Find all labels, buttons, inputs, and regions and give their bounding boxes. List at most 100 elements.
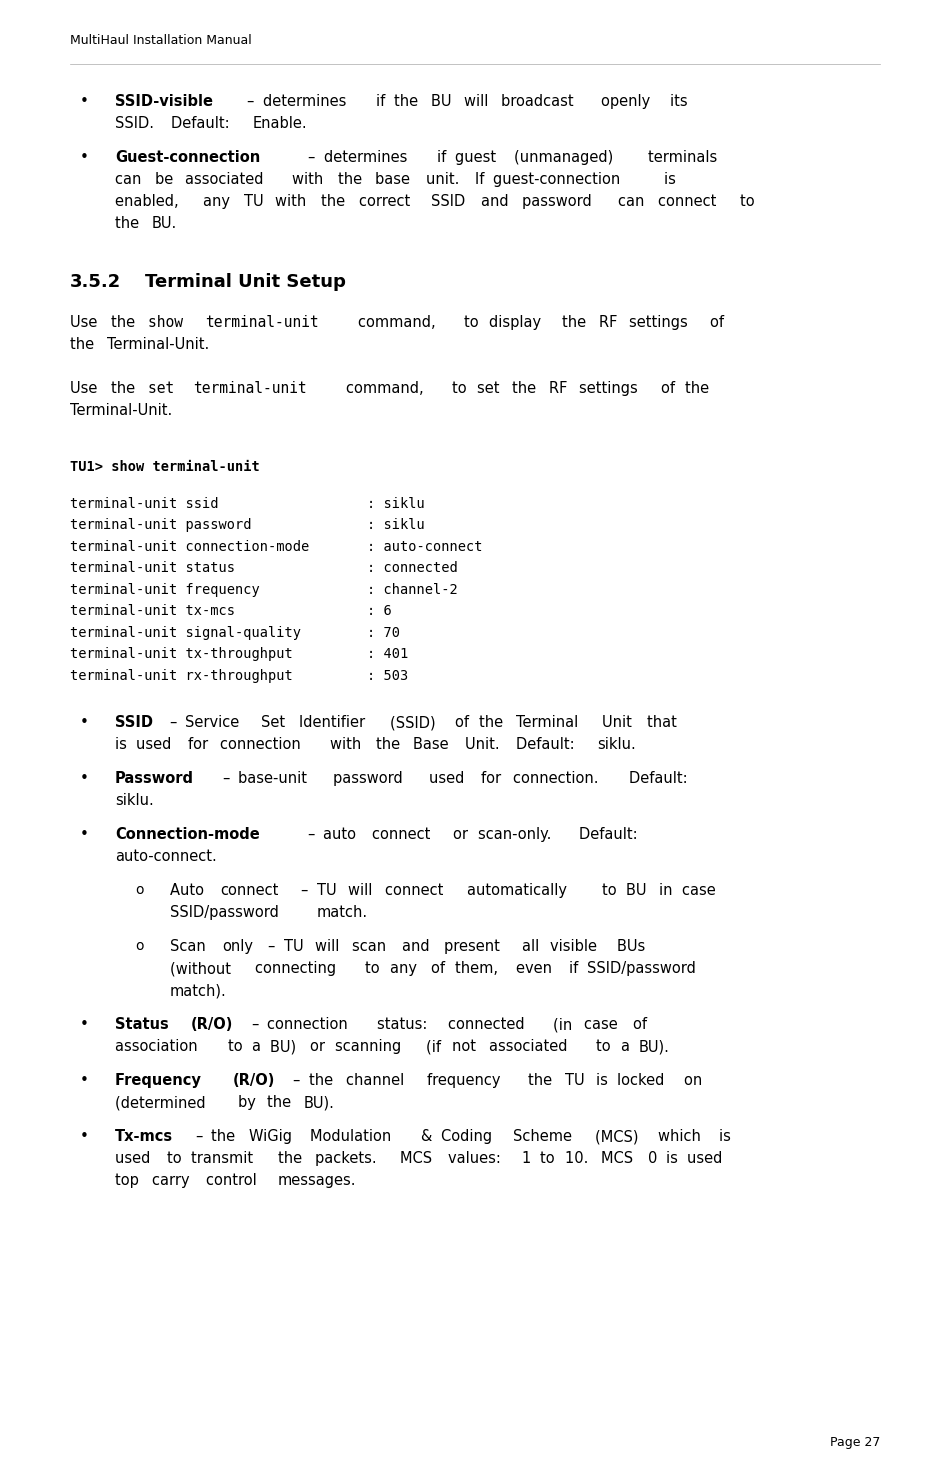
Text: of: of [431,960,450,976]
Text: guest: guest [455,149,501,165]
Text: –: – [170,714,182,731]
Text: 0: 0 [648,1151,662,1165]
Text: association: association [115,1039,203,1054]
Text: of: of [660,381,680,395]
Text: the: the [561,315,590,329]
Text: terminal-unit tx-mcs                : 6: terminal-unit tx-mcs : 6 [70,605,392,618]
Text: Default:: Default: [629,772,693,786]
Text: is: is [666,1151,683,1165]
Text: the: the [479,714,508,731]
Text: terminal-unit tx-throughput         : 401: terminal-unit tx-throughput : 401 [70,647,408,662]
Text: for: for [188,736,213,752]
Text: case: case [683,883,721,897]
Text: Auto: Auto [170,883,209,897]
Text: the: the [376,736,405,752]
Text: is: is [663,171,680,187]
Text: –: – [223,772,235,786]
Text: locked: locked [617,1073,670,1088]
Text: Terminal Unit Setup: Terminal Unit Setup [145,272,346,291]
Text: present: present [444,938,504,955]
Text: (in: (in [553,1017,577,1032]
Text: SSID: SSID [431,195,470,209]
Text: (R/O): (R/O) [191,1017,233,1032]
Text: in: in [659,883,677,897]
Text: 10.: 10. [564,1151,593,1165]
Text: with: with [330,736,366,752]
Text: of: of [634,1017,652,1032]
Text: SSID/password: SSID/password [170,905,283,919]
Text: TU: TU [564,1073,589,1088]
Text: Scheme: Scheme [513,1129,577,1143]
Text: broadcast: broadcast [501,94,578,108]
Text: to: to [539,1151,559,1165]
Text: siklu.: siklu. [598,736,636,752]
Text: used: used [687,1151,727,1165]
Text: TU: TU [244,195,268,209]
Text: Default:: Default: [579,827,642,842]
Text: or: or [453,827,473,842]
Text: •: • [80,149,89,165]
Text: o: o [135,883,143,897]
Text: •: • [80,772,89,786]
Text: scan: scan [352,938,391,955]
Text: determines: determines [263,94,351,108]
Text: •: • [80,94,89,108]
Text: connection: connection [267,1017,352,1032]
Text: all: all [522,938,544,955]
Text: the: the [527,1073,556,1088]
Text: terminal-unit ssid                  : siklu: terminal-unit ssid : siklu [70,496,425,511]
Text: connection: connection [220,736,305,752]
Text: to: to [452,381,472,395]
Text: enabled,: enabled, [115,195,183,209]
Text: display: display [488,315,546,329]
Text: determines: determines [324,149,412,165]
Text: Unit.: Unit. [465,736,504,752]
Text: Base: Base [413,736,453,752]
Text: even: even [516,960,557,976]
Text: values:: values: [448,1151,505,1165]
Text: automatically: automatically [466,883,572,897]
Text: SSID.: SSID. [115,116,158,130]
Text: if: if [376,94,390,108]
Text: –: – [302,883,314,897]
Text: the: the [512,381,541,395]
Text: correct: correct [359,195,414,209]
Text: Service: Service [186,714,244,731]
Text: •: • [80,827,89,842]
Text: Identifier: Identifier [299,714,369,731]
Text: password: password [523,195,597,209]
Text: unit.: unit. [426,171,464,187]
Text: of: of [710,315,729,329]
Text: scanning: scanning [335,1039,406,1054]
Text: Use: Use [70,381,102,395]
Text: TU1> show terminal-unit: TU1> show terminal-unit [70,460,260,474]
Text: (unmanaged): (unmanaged) [514,149,618,165]
Text: will: will [348,883,376,897]
Text: with: with [291,171,327,187]
Text: terminal-unit signal-quality        : 70: terminal-unit signal-quality : 70 [70,625,400,640]
Text: its: its [671,94,693,108]
Text: any: any [390,960,422,976]
Text: Modulation: Modulation [310,1129,396,1143]
Text: settings: settings [629,315,692,329]
Text: the: the [212,1129,241,1143]
Text: the: the [394,94,423,108]
Text: the: the [70,337,99,351]
Text: a: a [621,1039,635,1054]
Text: password: password [333,772,408,786]
Text: any: any [204,195,235,209]
Text: or: or [310,1039,329,1054]
Text: SSID/password: SSID/password [586,960,700,976]
Text: terminal-unit frequency             : channel-2: terminal-unit frequency : channel-2 [70,583,458,596]
Text: a: a [253,1039,266,1054]
Text: Password: Password [115,772,194,786]
Text: to: to [740,195,758,209]
Text: set: set [477,381,504,395]
Text: (MCS): (MCS) [596,1129,644,1143]
Text: RF: RF [549,381,573,395]
Text: is: is [115,736,131,752]
Text: on: on [684,1073,708,1088]
Text: only: only [222,938,253,955]
Text: to: to [596,1039,615,1054]
Text: is: is [596,1073,612,1088]
